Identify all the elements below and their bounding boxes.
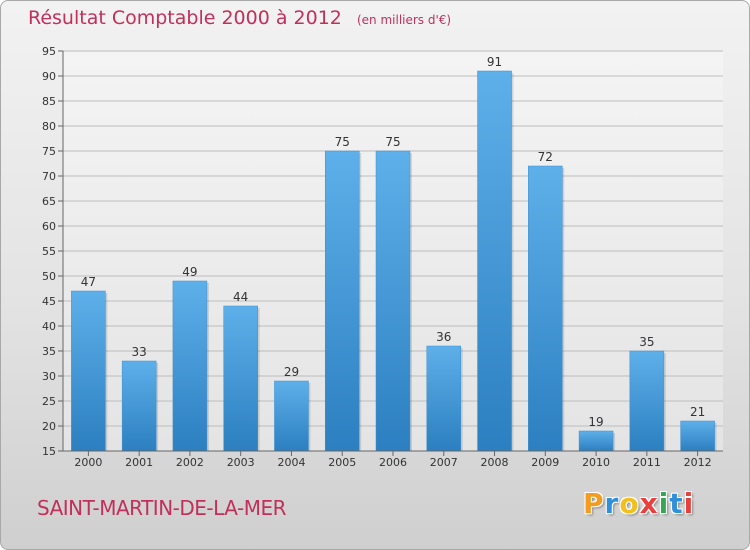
bar <box>223 305 258 452</box>
y-tick-label: 80 <box>42 120 56 133</box>
bar-value-label: 75 <box>335 135 350 149</box>
brand-letter: r <box>604 487 620 520</box>
x-tick-label: 2009 <box>531 456 559 469</box>
brand-letter: P <box>583 487 605 520</box>
x-tick-label: 2006 <box>379 456 407 469</box>
bar-value-label: 36 <box>436 330 451 344</box>
bar <box>324 150 360 452</box>
y-tick-label: 90 <box>42 70 56 83</box>
bar-value-label: 33 <box>132 345 147 359</box>
bar <box>477 70 512 452</box>
town-name: SAINT-MARTIN-DE-LA-MER <box>37 496 286 520</box>
y-tick-label: 70 <box>42 170 56 183</box>
bar <box>274 380 309 452</box>
y-tick-label: 60 <box>42 220 56 233</box>
x-tick-label: 2005 <box>328 456 356 469</box>
y-tick-label: 35 <box>42 345 56 358</box>
title-row: Résultat Comptable 2000 à 2012 (en milli… <box>28 7 451 29</box>
y-tick-label: 30 <box>42 370 56 383</box>
brand-letter: o <box>619 487 640 520</box>
bar <box>172 280 208 452</box>
x-tick-label: 2004 <box>277 456 305 469</box>
x-tick-label: 2012 <box>684 456 712 469</box>
x-tick-label: 2007 <box>430 456 458 469</box>
y-tick-label: 15 <box>42 445 56 458</box>
bar-value-label: 47 <box>81 275 96 289</box>
x-tick-label: 2000 <box>74 456 102 469</box>
bar-value-label: 21 <box>690 405 705 419</box>
y-tick-label: 20 <box>42 420 56 433</box>
chart-title: Résultat Comptable 2000 à 2012 <box>28 7 342 29</box>
bar <box>375 150 411 452</box>
axes: 15 20 25 30 35 40 45 50 55 60 65 70 75 80 85 90 95 2000 20… <box>42 45 723 469</box>
bar-value-label: 49 <box>182 265 197 279</box>
bar-value-label: 75 <box>385 135 400 149</box>
bar-value-label: 44 <box>233 290 248 304</box>
bar <box>680 420 715 452</box>
bar <box>629 350 665 452</box>
bar <box>426 345 462 452</box>
y-tick-label: 40 <box>42 320 56 333</box>
x-tick-label: 2010 <box>582 456 610 469</box>
brand-letter: i <box>683 487 695 520</box>
y-tick-label: 95 <box>42 45 56 58</box>
x-tick-label: 2011 <box>633 456 661 469</box>
brand-letter: x <box>639 487 659 520</box>
x-tick-label: 2008 <box>481 456 509 469</box>
chart-subtitle: (en milliers d'€) <box>356 13 452 27</box>
bars: 47 33 49 44 29 75 75 36 91 72 19 35 21 <box>71 55 717 452</box>
y-tick-label: 85 <box>42 95 56 108</box>
bar <box>578 430 614 452</box>
x-tick-label: 2002 <box>176 456 204 469</box>
y-tick-label: 25 <box>42 395 56 408</box>
bar-value-label: 91 <box>487 55 502 69</box>
y-tick-label: 55 <box>42 245 56 258</box>
brand-letter: i <box>658 487 670 520</box>
bar-value-label: 35 <box>639 335 654 349</box>
brand-logo[interactable]: Proxiti <box>583 487 694 520</box>
brand-letter: t <box>669 487 684 520</box>
bar <box>121 360 157 452</box>
y-tick-label: 75 <box>42 145 56 158</box>
bar-value-label: 72 <box>538 150 553 164</box>
y-tick-label: 50 <box>42 270 56 283</box>
y-tick-label: 65 <box>42 195 56 208</box>
bar <box>71 290 106 452</box>
bar-value-label: 29 <box>284 365 299 379</box>
y-tick-label: 45 <box>42 295 56 308</box>
x-tick-label: 2001 <box>125 456 153 469</box>
x-tick-label: 2003 <box>227 456 255 469</box>
bar-value-label: 19 <box>588 415 603 429</box>
bar <box>528 165 563 452</box>
